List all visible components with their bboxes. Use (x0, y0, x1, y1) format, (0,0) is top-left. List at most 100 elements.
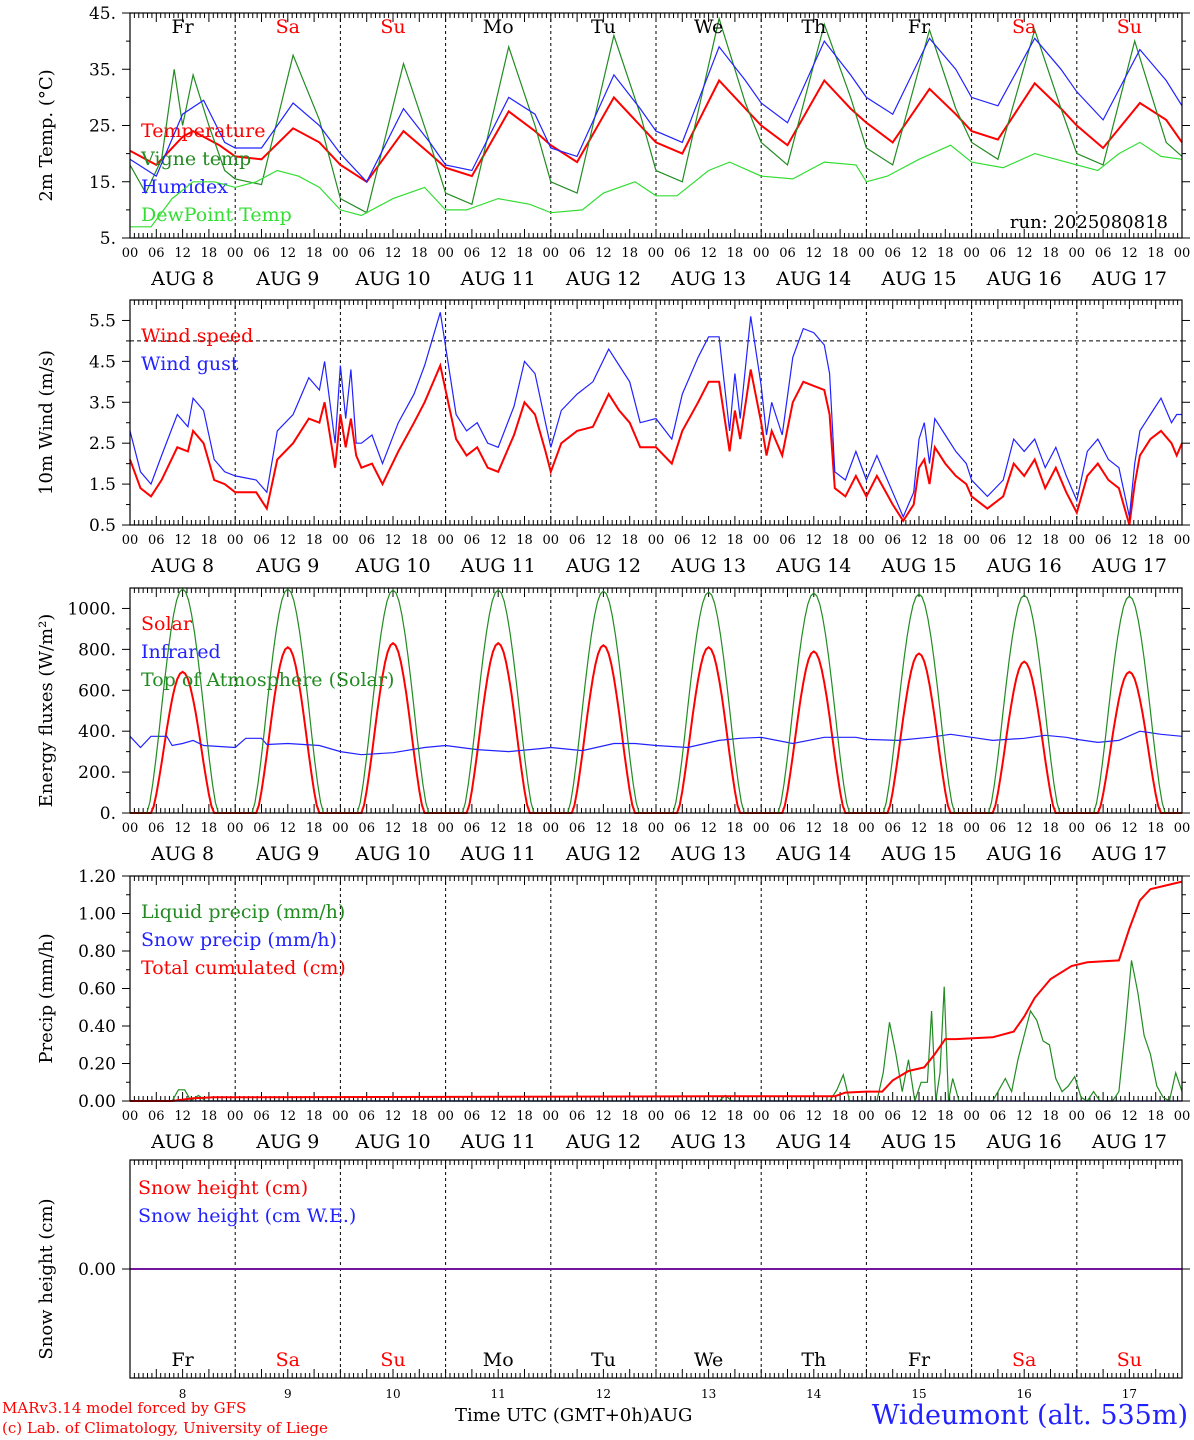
hour-label: 18 (727, 533, 744, 548)
hour-label: 12 (280, 533, 297, 548)
hour-label: 12 (806, 821, 823, 836)
hour-label: 12 (280, 821, 297, 836)
hour-label: 06 (358, 821, 375, 836)
series-dewpoint-temp (130, 141, 1183, 228)
hour-label: 12 (174, 246, 191, 261)
weekday-label: We (694, 1349, 723, 1371)
y-tick-label: 4.5 (89, 352, 116, 372)
hour-label: 00 (227, 821, 244, 836)
hour-label: 12 (385, 821, 402, 836)
panel-frame (129, 12, 1183, 239)
weekday-label: Mo (483, 1349, 514, 1371)
run-annotation: run: 2025080818 (1010, 212, 1168, 233)
hour-label: 00 (753, 246, 770, 261)
hour-label: 06 (674, 821, 691, 836)
hour-label: 06 (253, 1109, 270, 1124)
hour-label: 18 (306, 821, 323, 836)
hour-label: 06 (464, 1109, 481, 1124)
hour-label: 12 (1121, 821, 1138, 836)
hour-label: 12 (700, 821, 717, 836)
hour-label: 00 (122, 821, 139, 836)
hour-label: 06 (779, 533, 796, 548)
y-tick-label: 0.60 (78, 980, 116, 1000)
date-label: AUG 14 (775, 268, 851, 290)
hour-label: 12 (385, 246, 402, 261)
hour-label: 18 (621, 1109, 638, 1124)
hour-label: 18 (621, 533, 638, 548)
hour-label: 18 (937, 246, 954, 261)
legend-wind-gust: Wind gust (141, 353, 239, 375)
date-label: AUG 14 (775, 555, 851, 577)
hour-label: 06 (990, 821, 1007, 836)
legend-solar: Solar (141, 613, 193, 635)
hour-label: 06 (358, 533, 375, 548)
weekday-label: Tu (591, 1349, 616, 1371)
hour-label: 00 (1174, 246, 1191, 261)
hour-label: 06 (884, 533, 901, 548)
hour-label: 00 (1174, 533, 1191, 548)
date-label: AUG 10 (354, 1131, 430, 1153)
hour-label: 00 (1069, 821, 1086, 836)
hour-label: 06 (990, 1109, 1007, 1124)
hour-label: 12 (806, 246, 823, 261)
hour-label: 12 (1016, 821, 1033, 836)
hour-label: 18 (832, 1109, 849, 1124)
hour-label: 00 (332, 821, 349, 836)
y-axis-label: Snow height (cm) (36, 1198, 57, 1359)
hour-label: 18 (937, 1109, 954, 1124)
hour-label: 06 (569, 533, 586, 548)
date-label: AUG 13 (670, 555, 746, 577)
hour-label: 06 (464, 533, 481, 548)
hour-label: 00 (437, 1109, 454, 1124)
date-label: AUG 9 (255, 1131, 319, 1153)
hour-label: 00 (543, 1109, 560, 1124)
hour-label: 06 (358, 246, 375, 261)
y-tick-label: 400. (78, 722, 116, 742)
hour-label: 06 (779, 246, 796, 261)
hour-label: 12 (1016, 1109, 1033, 1124)
hour-label: 12 (385, 1109, 402, 1124)
hour-label: 00 (1069, 1109, 1086, 1124)
date-label: AUG 15 (880, 843, 956, 865)
weekday-label: Fr (908, 1349, 931, 1371)
hour-label: 00 (227, 533, 244, 548)
day-number: 16 (1017, 1387, 1032, 1401)
hour-label: 00 (437, 246, 454, 261)
hour-label: 00 (122, 533, 139, 548)
hour-label: 00 (648, 821, 665, 836)
y-tick-label: 35. (89, 60, 116, 80)
series-top-of-atmosphere-solar (130, 588, 1182, 814)
hour-label: 06 (148, 1109, 165, 1124)
hour-label: 06 (358, 1109, 375, 1124)
series-humidex (129, 37, 1183, 183)
date-label: AUG 12 (565, 1131, 641, 1153)
y-tick-label: 25. (89, 117, 116, 137)
weekday-label: Tu (591, 16, 616, 38)
hour-label: 12 (490, 246, 507, 261)
hour-label: 06 (779, 1109, 796, 1124)
hour-label: 12 (700, 1109, 717, 1124)
panel-5: 0.00 Snow height (cm) Snow height (cm) Snow… (36, 1159, 1190, 1379)
hour-label: 00 (332, 533, 349, 548)
hour-label: 00 (1174, 821, 1191, 836)
hour-label: 06 (148, 533, 165, 548)
panel-frame (129, 875, 1183, 1102)
y-tick-label: 600. (78, 681, 116, 701)
date-label: AUG 12 (565, 843, 641, 865)
hour-label: 06 (990, 533, 1007, 548)
hour-label: 06 (1095, 821, 1112, 836)
y-axis-label: 10m Wind (m/s) (36, 350, 57, 495)
panel-3: 0. 200. 400. 600. 800. 1000. Energy fluxes (W/… (36, 587, 1191, 865)
hour-label: 06 (1095, 1109, 1112, 1124)
date-label: AUG 16 (986, 555, 1062, 577)
y-tick-label: 0.00 (78, 1260, 116, 1280)
hour-label: 06 (464, 821, 481, 836)
weekday-label: Fr (171, 16, 194, 38)
hour-label: 00 (858, 533, 875, 548)
hour-label: 12 (174, 533, 191, 548)
legend-snow-precip-mm-h: Snow precip (mm/h) (141, 929, 337, 951)
hour-label: 18 (727, 246, 744, 261)
hour-label: 18 (411, 246, 428, 261)
y-tick-label: 5. (100, 229, 116, 249)
hour-label: 00 (753, 821, 770, 836)
